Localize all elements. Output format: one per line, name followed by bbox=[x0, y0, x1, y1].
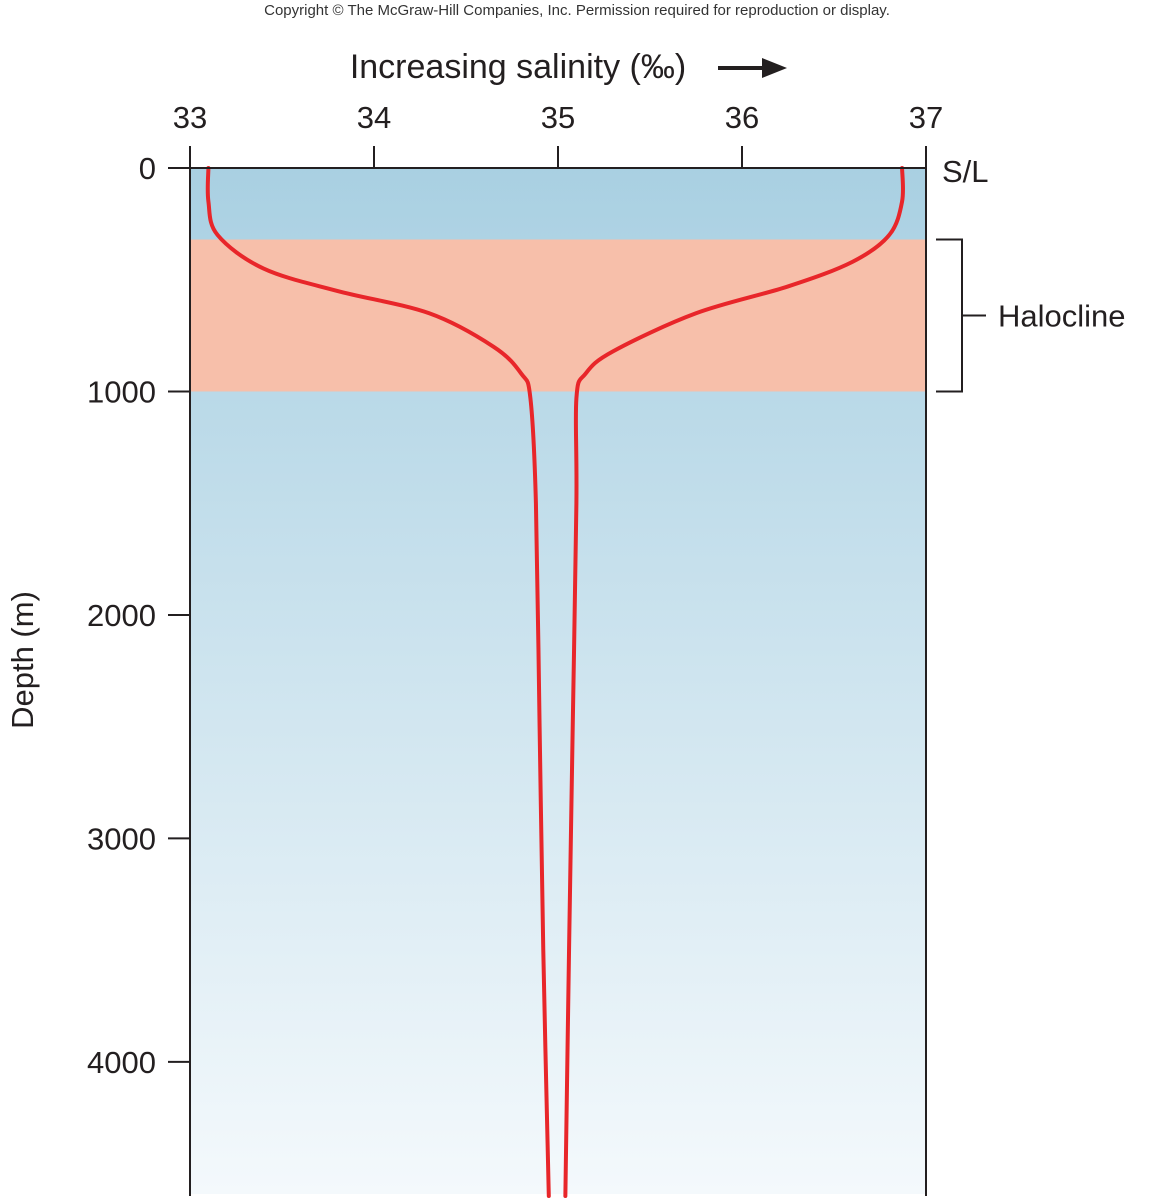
series-layer bbox=[205, 166, 906, 1198]
surface-level-label: S/L bbox=[942, 154, 989, 189]
y-tick-label: 4000 bbox=[87, 1045, 156, 1080]
salinity-curve-1 bbox=[205, 166, 551, 1198]
x-tick-label: 36 bbox=[725, 100, 759, 135]
y-axis-label: Depth (m) bbox=[5, 591, 40, 729]
salinity-curve-2 bbox=[563, 166, 906, 1198]
x-tick-label: 33 bbox=[173, 100, 207, 135]
halocline-bracket bbox=[936, 238, 986, 393]
arrow-right-icon bbox=[718, 58, 787, 78]
x-tick-label: 37 bbox=[909, 100, 943, 135]
y-tick-label: 3000 bbox=[87, 821, 156, 856]
annotation-layer: Halocline bbox=[936, 238, 1126, 393]
y-tick-label: 1000 bbox=[87, 374, 156, 409]
y-tick-label: 2000 bbox=[87, 598, 156, 633]
x-tick-layer: 33 34 35 36 37 bbox=[173, 100, 943, 168]
halocline-label: Halocline bbox=[998, 298, 1126, 333]
x-tick-label: 35 bbox=[541, 100, 575, 135]
y-tick-layer: 0 1000 2000 3000 4000 bbox=[87, 151, 190, 1080]
halocline-band bbox=[190, 239, 926, 392]
copyright-notice: Copyright © The McGraw-Hill Companies, I… bbox=[264, 2, 890, 19]
y-tick-label: 0 bbox=[139, 151, 156, 186]
x-tick-label: 34 bbox=[357, 100, 391, 135]
x-axis-label: Increasing salinity (‰) bbox=[350, 48, 686, 86]
